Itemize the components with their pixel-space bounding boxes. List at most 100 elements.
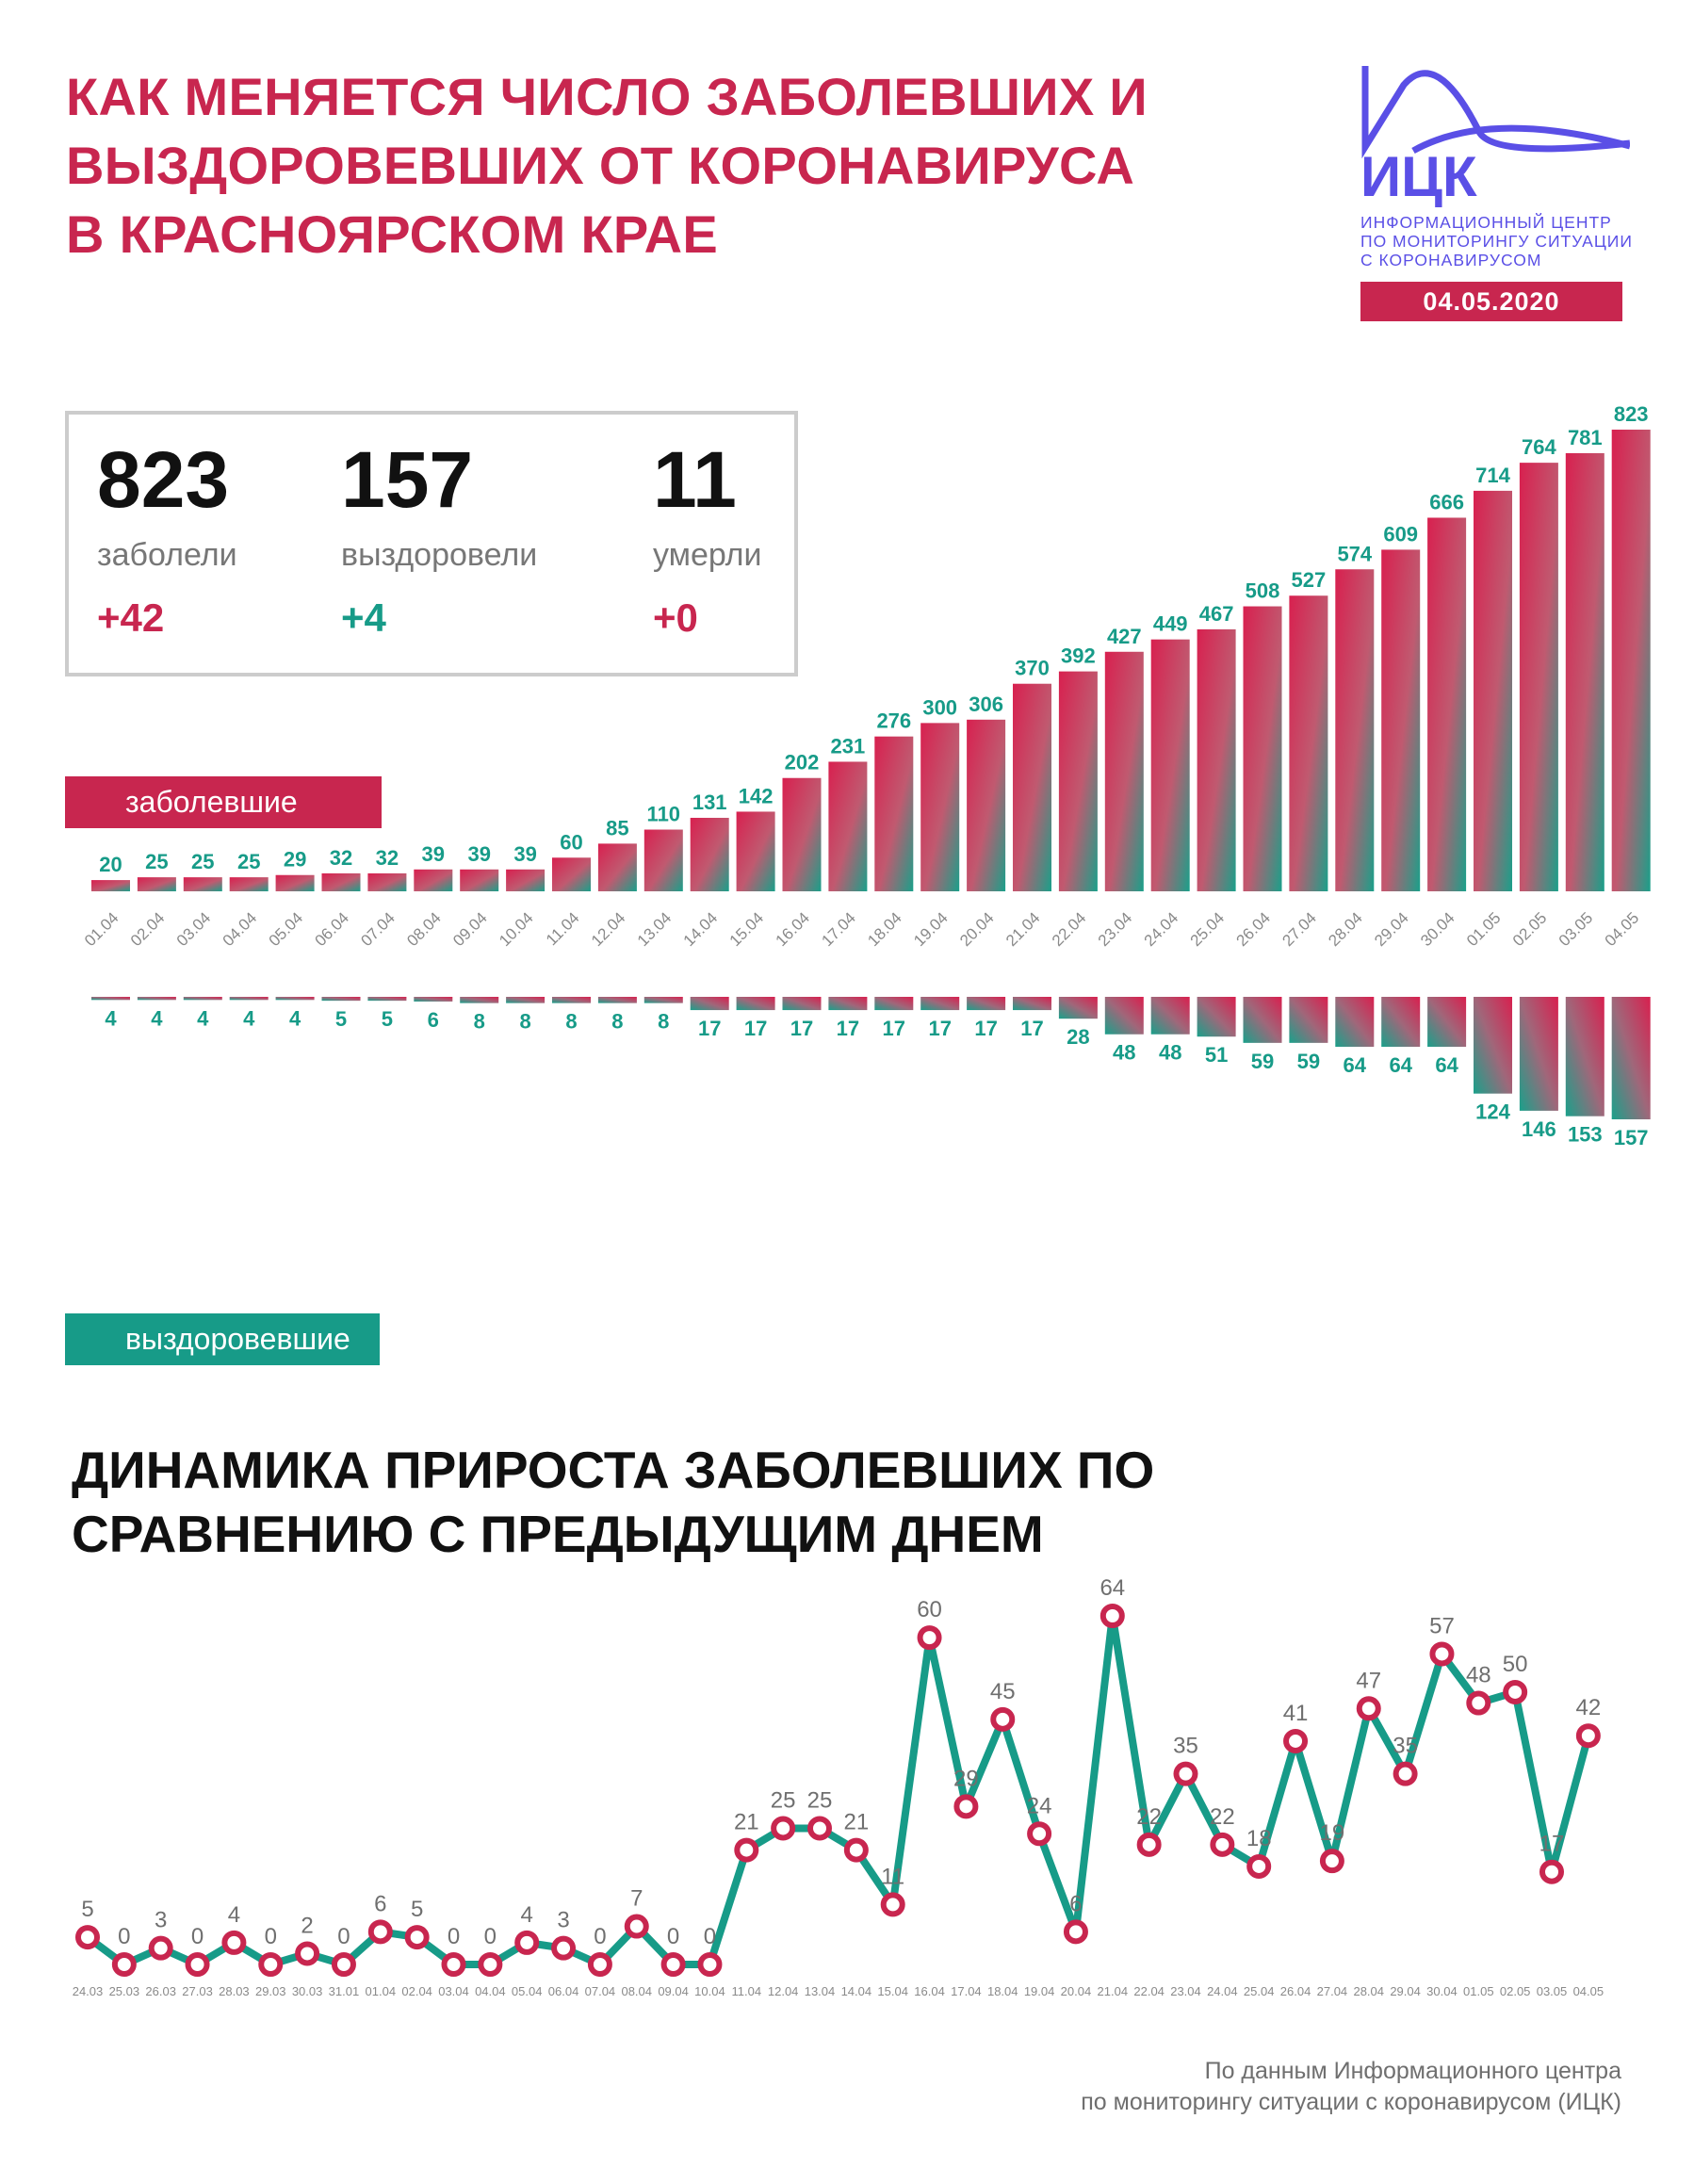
bar-infected bbox=[275, 874, 315, 891]
x-tick-label: 22.04 bbox=[1049, 909, 1090, 951]
growth-point bbox=[331, 1952, 356, 1977]
bar-infected-label: 370 bbox=[1015, 657, 1050, 680]
bar-infected-label: 823 bbox=[1614, 402, 1649, 426]
growth-value-label: 42 bbox=[1575, 1695, 1601, 1720]
growth-point bbox=[1283, 1728, 1309, 1753]
bar-infected bbox=[460, 869, 499, 891]
growth-chart-title: ДИНАМИКА ПРИРОСТА ЗАБОЛЕВШИХ ПО СРАВНЕНИ… bbox=[72, 1441, 1155, 1563]
growth-value-label: 35 bbox=[1173, 1734, 1198, 1759]
growth-value-label: 2 bbox=[301, 1913, 313, 1938]
bar-recovered bbox=[1058, 997, 1098, 1019]
bar-infected-label: 25 bbox=[237, 850, 260, 873]
bar-infected bbox=[782, 777, 822, 891]
bar-recovered-label: 17 bbox=[974, 1017, 997, 1040]
growth-point bbox=[441, 1952, 466, 1977]
stat-deaths-delta: +0 bbox=[653, 595, 698, 640]
bar-recovered-label: 59 bbox=[1251, 1050, 1274, 1073]
x-tick-label: 31.01 bbox=[329, 1984, 360, 1998]
bar-infected bbox=[690, 818, 729, 891]
bar-recovered-label: 17 bbox=[698, 1017, 721, 1040]
growth-value-label: 60 bbox=[917, 1597, 942, 1622]
x-tick-label: 01.05 bbox=[1463, 909, 1505, 951]
x-tick-label: 02.04 bbox=[401, 1984, 432, 1998]
bar-infected-label: 32 bbox=[330, 846, 352, 870]
growth-point bbox=[221, 1930, 247, 1955]
x-tick-label: 03.05 bbox=[1537, 1984, 1568, 1998]
growth-point bbox=[1575, 1723, 1601, 1749]
bar-recovered bbox=[1427, 997, 1467, 1047]
growth-value-label: 0 bbox=[337, 1924, 350, 1949]
bar-recovered bbox=[736, 997, 775, 1011]
x-tick-label: 24.04 bbox=[1141, 909, 1182, 951]
growth-point bbox=[185, 1952, 210, 1977]
growth-point bbox=[75, 1925, 100, 1950]
bar-recovered bbox=[91, 997, 130, 1001]
bar-recovered-label: 59 bbox=[1297, 1050, 1320, 1073]
bar-infected bbox=[1104, 651, 1144, 891]
bar-recovered bbox=[1243, 997, 1282, 1043]
bar-recovered-label: 8 bbox=[611, 1010, 623, 1034]
growth-point bbox=[111, 1952, 137, 1977]
bar-recovered-label: 64 bbox=[1344, 1053, 1367, 1077]
growth-point bbox=[1246, 1853, 1272, 1879]
bar-infected-label: 39 bbox=[467, 842, 490, 866]
x-tick-label: 28.04 bbox=[1353, 1984, 1384, 1998]
growth-value-label: 4 bbox=[228, 1902, 240, 1928]
bar-recovered-label: 17 bbox=[928, 1017, 951, 1040]
bar-infected bbox=[736, 811, 775, 891]
growth-point bbox=[660, 1952, 686, 1977]
x-tick-label: 27.04 bbox=[1317, 1984, 1348, 1998]
x-tick-label: 14.04 bbox=[680, 909, 722, 951]
x-tick-label: 04.04 bbox=[220, 909, 261, 951]
x-tick-label: 16.04 bbox=[773, 909, 814, 951]
x-tick-label: 03.05 bbox=[1556, 909, 1597, 951]
x-tick-label: 12.04 bbox=[768, 1984, 799, 1998]
stat-infected-label: заболели bbox=[97, 537, 237, 573]
bar-recovered bbox=[1197, 997, 1236, 1037]
bar-recovered bbox=[690, 997, 729, 1011]
growth-value-label: 21 bbox=[734, 1810, 759, 1835]
growth-value-label: 5 bbox=[411, 1897, 423, 1922]
bar-infected bbox=[1381, 549, 1421, 891]
x-tick-label: 08.04 bbox=[621, 1984, 652, 1998]
bar-infected-label: 25 bbox=[145, 850, 168, 873]
growth-value-label: 29 bbox=[953, 1766, 979, 1791]
x-tick-label: 25.03 bbox=[109, 1984, 140, 1998]
bar-recovered-label: 8 bbox=[519, 1010, 530, 1034]
growth-point bbox=[953, 1794, 979, 1819]
x-tick-label: 05.04 bbox=[266, 909, 307, 951]
growth-value-label: 35 bbox=[1393, 1734, 1418, 1759]
bar-infected-label: 306 bbox=[969, 693, 1003, 716]
bar-recovered-label: 153 bbox=[1568, 1123, 1603, 1147]
bar-recovered-label: 64 bbox=[1389, 1053, 1412, 1077]
x-tick-label: 08.04 bbox=[403, 909, 445, 951]
x-tick-label: 11.04 bbox=[543, 909, 583, 950]
growth-value-label: 47 bbox=[1356, 1668, 1381, 1693]
x-tick-label: 14.04 bbox=[841, 1984, 872, 1998]
report-date: 04.05.2020 bbox=[1360, 282, 1622, 321]
growth-point bbox=[843, 1837, 869, 1863]
bar-recovered bbox=[782, 997, 822, 1011]
growth-value-label: 24 bbox=[1027, 1793, 1052, 1818]
bar-infected-label: 39 bbox=[422, 842, 445, 866]
bar-infected bbox=[91, 880, 130, 891]
x-tick-label: 18.04 bbox=[864, 909, 905, 951]
bar-recovered bbox=[552, 997, 591, 1003]
growth-value-label: 18 bbox=[1246, 1826, 1272, 1851]
x-tick-label: 30.03 bbox=[292, 1984, 323, 1998]
bar-recovered-label: 4 bbox=[151, 1006, 163, 1030]
bar-recovered bbox=[1289, 997, 1328, 1043]
growth-point bbox=[1063, 1919, 1088, 1945]
growth-point bbox=[1466, 1690, 1491, 1716]
growth-value-label: 21 bbox=[843, 1810, 869, 1835]
bar-infected bbox=[1058, 671, 1098, 891]
bar-recovered-label: 8 bbox=[474, 1010, 485, 1034]
growth-point bbox=[771, 1816, 796, 1841]
x-tick-label: 01.04 bbox=[81, 909, 122, 951]
logo-subtitle: ИНФОРМАЦИОННЫЙ ЦЕНТР ПО МОНИТОРИНГУ СИТУ… bbox=[1360, 213, 1633, 269]
x-tick-label: 03.04 bbox=[173, 909, 215, 951]
growth-point bbox=[1503, 1679, 1528, 1704]
x-tick-label: 24.04 bbox=[1207, 1984, 1238, 1998]
bar-recovered-label: 8 bbox=[658, 1010, 669, 1034]
stats-panel: 823 заболели +42 157 выздоровели +4 11 у… bbox=[65, 411, 798, 676]
